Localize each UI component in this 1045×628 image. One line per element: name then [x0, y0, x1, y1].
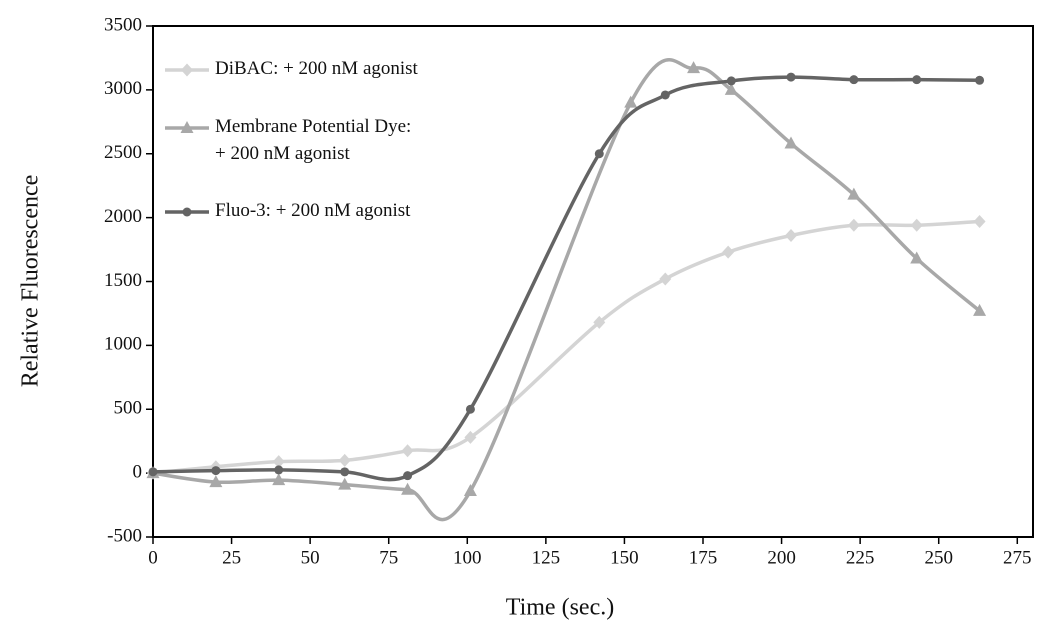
marker [660, 90, 670, 100]
marker [724, 82, 738, 95]
marker [272, 473, 286, 486]
marker [340, 467, 350, 477]
marker [401, 444, 414, 458]
marker [338, 453, 351, 467]
marker [182, 207, 192, 217]
marker [464, 430, 477, 444]
x-tick-label: 250 [924, 547, 953, 568]
y-tick-label: 500 [114, 398, 143, 419]
marker [401, 482, 415, 495]
marker [785, 229, 797, 243]
marker [209, 475, 223, 488]
y-tick-label: 0 [133, 461, 143, 482]
marker [912, 75, 922, 85]
y-tick-label: 3000 [104, 78, 142, 99]
marker [687, 61, 701, 74]
x-tick-label: 150 [610, 547, 639, 568]
marker [910, 251, 924, 264]
marker [180, 121, 194, 133]
marker [975, 75, 985, 85]
series-line [152, 75, 980, 482]
y-tick-label: 2000 [104, 206, 142, 227]
marker [463, 484, 477, 497]
x-tick-label: 75 [379, 547, 398, 568]
marker [847, 218, 860, 232]
marker [148, 467, 158, 477]
y-axis-label: Relative Fluorescence [18, 175, 44, 388]
x-tick-label: 125 [532, 547, 561, 568]
marker [973, 214, 986, 228]
marker [910, 218, 923, 232]
legend-label: Fluo-3: + 200 nM agonist [215, 200, 411, 221]
y-tick-label: 2500 [104, 142, 142, 163]
legend-label: Membrane Potential Dye: + 200 nM agonist [215, 116, 411, 164]
marker [726, 76, 736, 86]
marker [973, 303, 987, 316]
marker [465, 404, 475, 414]
y-tick-label: 3500 [104, 14, 142, 35]
x-tick-label: 50 [301, 547, 320, 568]
x-tick-label: 175 [689, 547, 718, 568]
y-tick-label: -500 [107, 525, 142, 546]
marker [624, 95, 638, 108]
x-tick-label: 200 [767, 547, 796, 568]
y-tick-label: 1000 [104, 334, 142, 355]
marker [272, 455, 285, 469]
x-tick-label: 25 [222, 547, 241, 568]
marker [181, 63, 193, 77]
marker [722, 245, 735, 259]
x-tick-label: 0 [148, 547, 158, 568]
y-tick-label: 1500 [104, 270, 142, 291]
x-axis-label: Time (sec.) [506, 595, 614, 621]
marker [786, 72, 796, 82]
marker [594, 149, 604, 159]
legend-label: DiBAC: + 200 nM agonist [215, 58, 419, 79]
marker [659, 272, 672, 286]
marker [784, 136, 798, 149]
marker [403, 471, 413, 481]
series-line [152, 219, 980, 475]
marker [274, 465, 284, 475]
x-tick-label: 100 [453, 547, 482, 568]
marker [211, 466, 221, 476]
marker [593, 315, 606, 329]
marker [847, 187, 861, 200]
x-tick-label: 275 [1003, 547, 1032, 568]
marker [338, 477, 352, 490]
x-tick-label: 225 [846, 547, 875, 568]
marker [849, 75, 859, 85]
